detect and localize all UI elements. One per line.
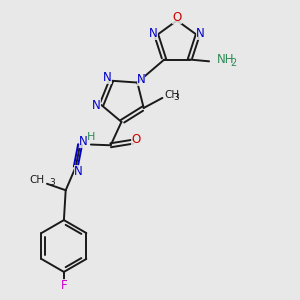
- Text: O: O: [131, 133, 140, 146]
- Text: CH: CH: [164, 90, 179, 100]
- Text: N: N: [74, 165, 83, 178]
- Text: 3: 3: [49, 178, 55, 187]
- Text: N: N: [136, 73, 145, 86]
- Text: F: F: [61, 279, 67, 292]
- Text: 2: 2: [230, 58, 236, 68]
- Text: N: N: [79, 135, 87, 148]
- Text: NH: NH: [218, 53, 235, 66]
- Text: N: N: [103, 71, 112, 84]
- Text: CH: CH: [29, 175, 44, 185]
- Text: 3: 3: [173, 93, 179, 102]
- Text: H: H: [87, 132, 95, 142]
- Text: N: N: [196, 28, 205, 40]
- Text: N: N: [149, 28, 158, 40]
- Text: O: O: [172, 11, 182, 24]
- Text: N: N: [92, 98, 101, 112]
